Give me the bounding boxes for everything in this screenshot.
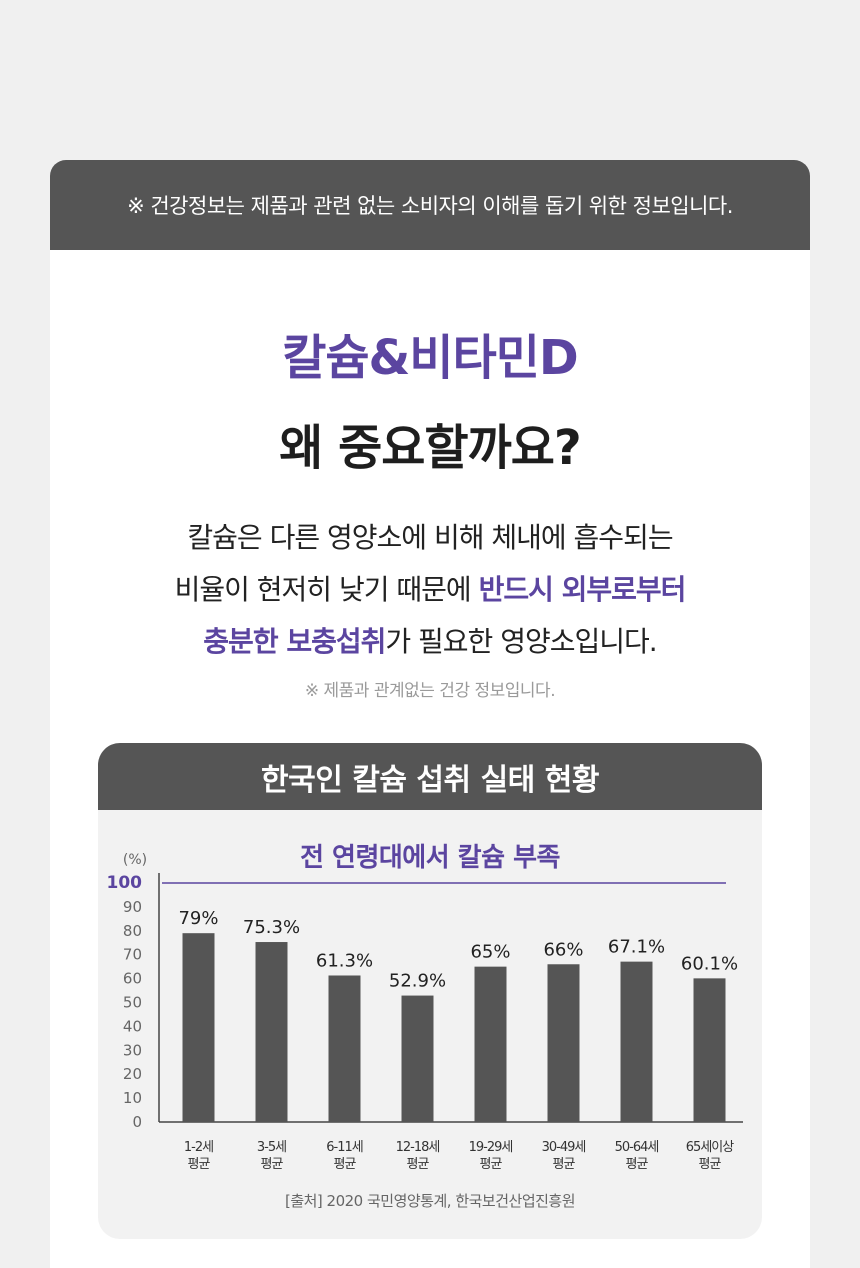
x-tick-label: 65세이상	[686, 1140, 734, 1155]
y-tick-label: 90	[123, 898, 142, 916]
x-tick-label: 1-2세	[184, 1140, 213, 1155]
x-tick-label: 평균	[188, 1157, 211, 1172]
description-highlight: 반드시 외부로부터	[478, 573, 687, 606]
bar-value-label: 60.1%	[681, 953, 738, 974]
y-tick-label: 40	[123, 1017, 142, 1035]
chart-subtitle: 전 연령대에서 칼슘 부족	[300, 843, 560, 873]
x-tick-label: 30-49세	[542, 1140, 586, 1155]
bar	[255, 942, 288, 1122]
small-note: ※ 제품과 관계없는 건강 정보입니다.	[304, 681, 556, 701]
bar-value-label: 75.3%	[243, 917, 300, 938]
y-tick-label: 60	[123, 970, 142, 988]
x-tick-label: 평균	[407, 1157, 430, 1172]
bar	[328, 975, 361, 1122]
description-line-2: 비율이 현저히 낮기 때문에 반드시 외부로부터	[50, 564, 810, 616]
bar	[401, 995, 434, 1122]
x-tick-label: 12-18세	[396, 1140, 440, 1155]
y-tick-label: 70	[123, 946, 142, 964]
description-line-3: 충분한 보충섭취가 필요한 영양소입니다.	[50, 616, 810, 668]
x-tick-label: 평균	[699, 1157, 722, 1172]
description-text: 비율이 현저히 낮기 때문에	[174, 573, 479, 606]
y-tick-label: 20	[123, 1065, 142, 1083]
y-axis-unit-label: (%)	[123, 852, 147, 868]
bar-value-label: 79%	[178, 908, 218, 929]
y-tick-label: 0	[132, 1113, 142, 1131]
x-tick-label: 19-29세	[469, 1140, 513, 1155]
title-secondary: 왜 중요할까요?	[279, 420, 582, 476]
bar	[474, 966, 507, 1122]
x-tick-label: 평균	[553, 1157, 576, 1172]
y-tick-label: 10	[123, 1089, 142, 1107]
y-tick-label: 100	[107, 873, 143, 893]
chart-header: 한국인 칼슘 섭취 실태 현황	[98, 743, 762, 810]
y-tick-label: 30	[123, 1041, 142, 1059]
bar	[620, 961, 653, 1122]
info-card: ※ 건강정보는 제품과 관련 없는 소비자의 이해를 돕기 위한 정보입니다. …	[50, 160, 810, 1268]
x-tick-label: 평균	[334, 1157, 357, 1172]
x-tick-label: 3-5세	[257, 1140, 286, 1155]
bar	[693, 978, 726, 1122]
y-tick-label: 80	[123, 922, 142, 940]
description-highlight: 충분한 보충섭취	[203, 625, 386, 658]
bar-value-label: 66%	[543, 939, 583, 960]
x-tick-label: 6-11세	[326, 1140, 363, 1155]
notice-text: ※ 건강정보는 제품과 관련 없는 소비자의 이해를 돕기 위한 정보입니다.	[127, 194, 733, 218]
bar-value-label: 61.3%	[316, 950, 373, 971]
source-note: [출처] 2020 국민영양통계, 한국보건산업진흥원	[284, 1192, 576, 1210]
notice-bar: ※ 건강정보는 제품과 관련 없는 소비자의 이해를 돕기 위한 정보입니다.	[50, 160, 810, 250]
bar-value-label: 52.9%	[389, 971, 446, 992]
description-text: 가 필요한 영양소입니다.	[385, 625, 657, 658]
description: 칼슘은 다른 영양소에 비해 체내에 흡수되는 비율이 현저히 낮기 때문에 반…	[50, 512, 810, 668]
bar-value-label: 65%	[470, 942, 510, 963]
title-primary: 칼슘&비타민D	[282, 330, 579, 386]
bar	[547, 964, 580, 1122]
x-tick-label: 평균	[480, 1157, 503, 1172]
chart-box: 한국인 칼슘 섭취 실태 현황 (%) 0 10 20 30 40 50 60 70 80 90 10…	[98, 743, 762, 1239]
x-tick-label: 평균	[626, 1157, 649, 1172]
x-tick-label: 50-64세	[615, 1140, 659, 1155]
bar	[182, 933, 215, 1122]
x-tick-label: 평균	[261, 1157, 284, 1172]
description-line-1: 칼슘은 다른 영양소에 비해 체내에 흡수되는	[187, 521, 673, 554]
y-tick-label: 50	[123, 994, 142, 1012]
bar-value-label: 67.1%	[608, 937, 665, 958]
